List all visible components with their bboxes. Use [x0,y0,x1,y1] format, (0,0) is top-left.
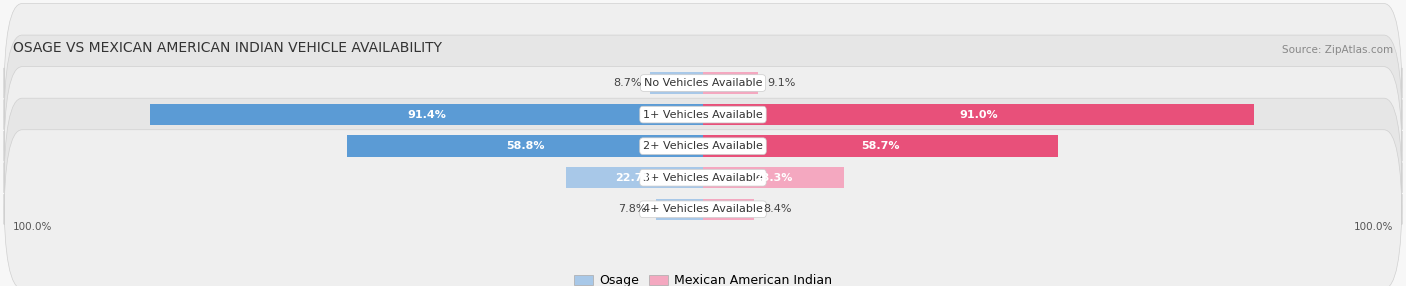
Bar [703,136,1059,157]
Text: 100.0%: 100.0% [13,222,52,232]
Text: 23.3%: 23.3% [754,173,793,183]
Legend: Osage, Mexican American Indian: Osage, Mexican American Indian [569,269,837,286]
Bar [565,167,703,188]
Text: 100.0%: 100.0% [1354,222,1393,232]
Text: 91.0%: 91.0% [959,110,998,120]
Text: 22.7%: 22.7% [614,173,654,183]
Bar [703,167,844,188]
Text: No Vehicles Available: No Vehicles Available [644,78,762,88]
Text: 2+ Vehicles Available: 2+ Vehicles Available [643,141,763,151]
Text: 58.7%: 58.7% [862,141,900,151]
Bar [347,136,703,157]
Bar [651,72,703,94]
FancyBboxPatch shape [4,35,1402,194]
Text: 8.7%: 8.7% [613,78,641,88]
Bar [150,104,703,125]
Text: 7.8%: 7.8% [619,204,647,214]
Text: 91.4%: 91.4% [406,110,446,120]
Text: 58.8%: 58.8% [506,141,544,151]
Bar [703,198,754,220]
Text: 8.4%: 8.4% [763,204,792,214]
FancyBboxPatch shape [4,98,1402,257]
Text: 1+ Vehicles Available: 1+ Vehicles Available [643,110,763,120]
Text: Source: ZipAtlas.com: Source: ZipAtlas.com [1282,45,1393,55]
Text: OSAGE VS MEXICAN AMERICAN INDIAN VEHICLE AVAILABILITY: OSAGE VS MEXICAN AMERICAN INDIAN VEHICLE… [13,41,441,55]
Bar [655,198,703,220]
FancyBboxPatch shape [4,3,1402,162]
Bar [703,104,1254,125]
Text: 9.1%: 9.1% [768,78,796,88]
Text: 4+ Vehicles Available: 4+ Vehicles Available [643,204,763,214]
Text: 3+ Vehicles Available: 3+ Vehicles Available [643,173,763,183]
FancyBboxPatch shape [4,130,1402,286]
FancyBboxPatch shape [4,67,1402,226]
Bar [703,72,758,94]
